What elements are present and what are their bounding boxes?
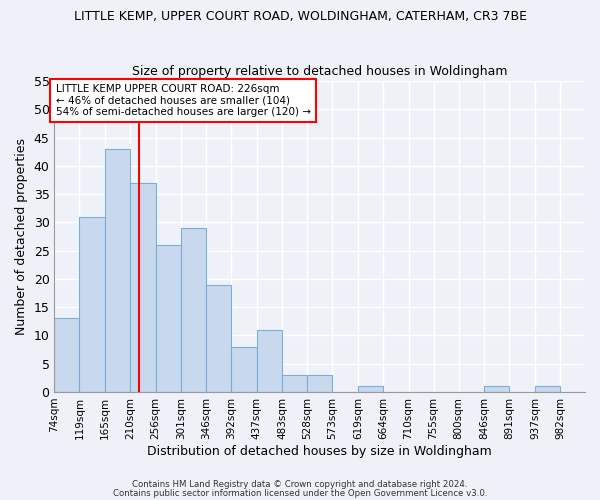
Bar bbox=[257, 330, 282, 392]
Bar bbox=[484, 386, 509, 392]
Bar bbox=[181, 228, 206, 392]
Bar bbox=[206, 284, 232, 392]
Bar bbox=[232, 346, 257, 392]
Text: Contains HM Land Registry data © Crown copyright and database right 2024.: Contains HM Land Registry data © Crown c… bbox=[132, 480, 468, 489]
Bar bbox=[307, 375, 332, 392]
Title: Size of property relative to detached houses in Woldingham: Size of property relative to detached ho… bbox=[132, 66, 508, 78]
X-axis label: Distribution of detached houses by size in Woldingham: Distribution of detached houses by size … bbox=[148, 444, 492, 458]
Bar bbox=[282, 375, 307, 392]
Bar bbox=[55, 318, 79, 392]
Bar bbox=[79, 216, 105, 392]
Bar bbox=[105, 149, 130, 392]
Bar bbox=[358, 386, 383, 392]
Bar bbox=[130, 183, 156, 392]
Bar bbox=[535, 386, 560, 392]
Text: LITTLE KEMP, UPPER COURT ROAD, WOLDINGHAM, CATERHAM, CR3 7BE: LITTLE KEMP, UPPER COURT ROAD, WOLDINGHA… bbox=[74, 10, 527, 23]
Text: Contains public sector information licensed under the Open Government Licence v3: Contains public sector information licen… bbox=[113, 488, 487, 498]
Text: LITTLE KEMP UPPER COURT ROAD: 226sqm
← 46% of detached houses are smaller (104)
: LITTLE KEMP UPPER COURT ROAD: 226sqm ← 4… bbox=[56, 84, 311, 117]
Bar bbox=[156, 245, 181, 392]
Y-axis label: Number of detached properties: Number of detached properties bbox=[15, 138, 28, 335]
